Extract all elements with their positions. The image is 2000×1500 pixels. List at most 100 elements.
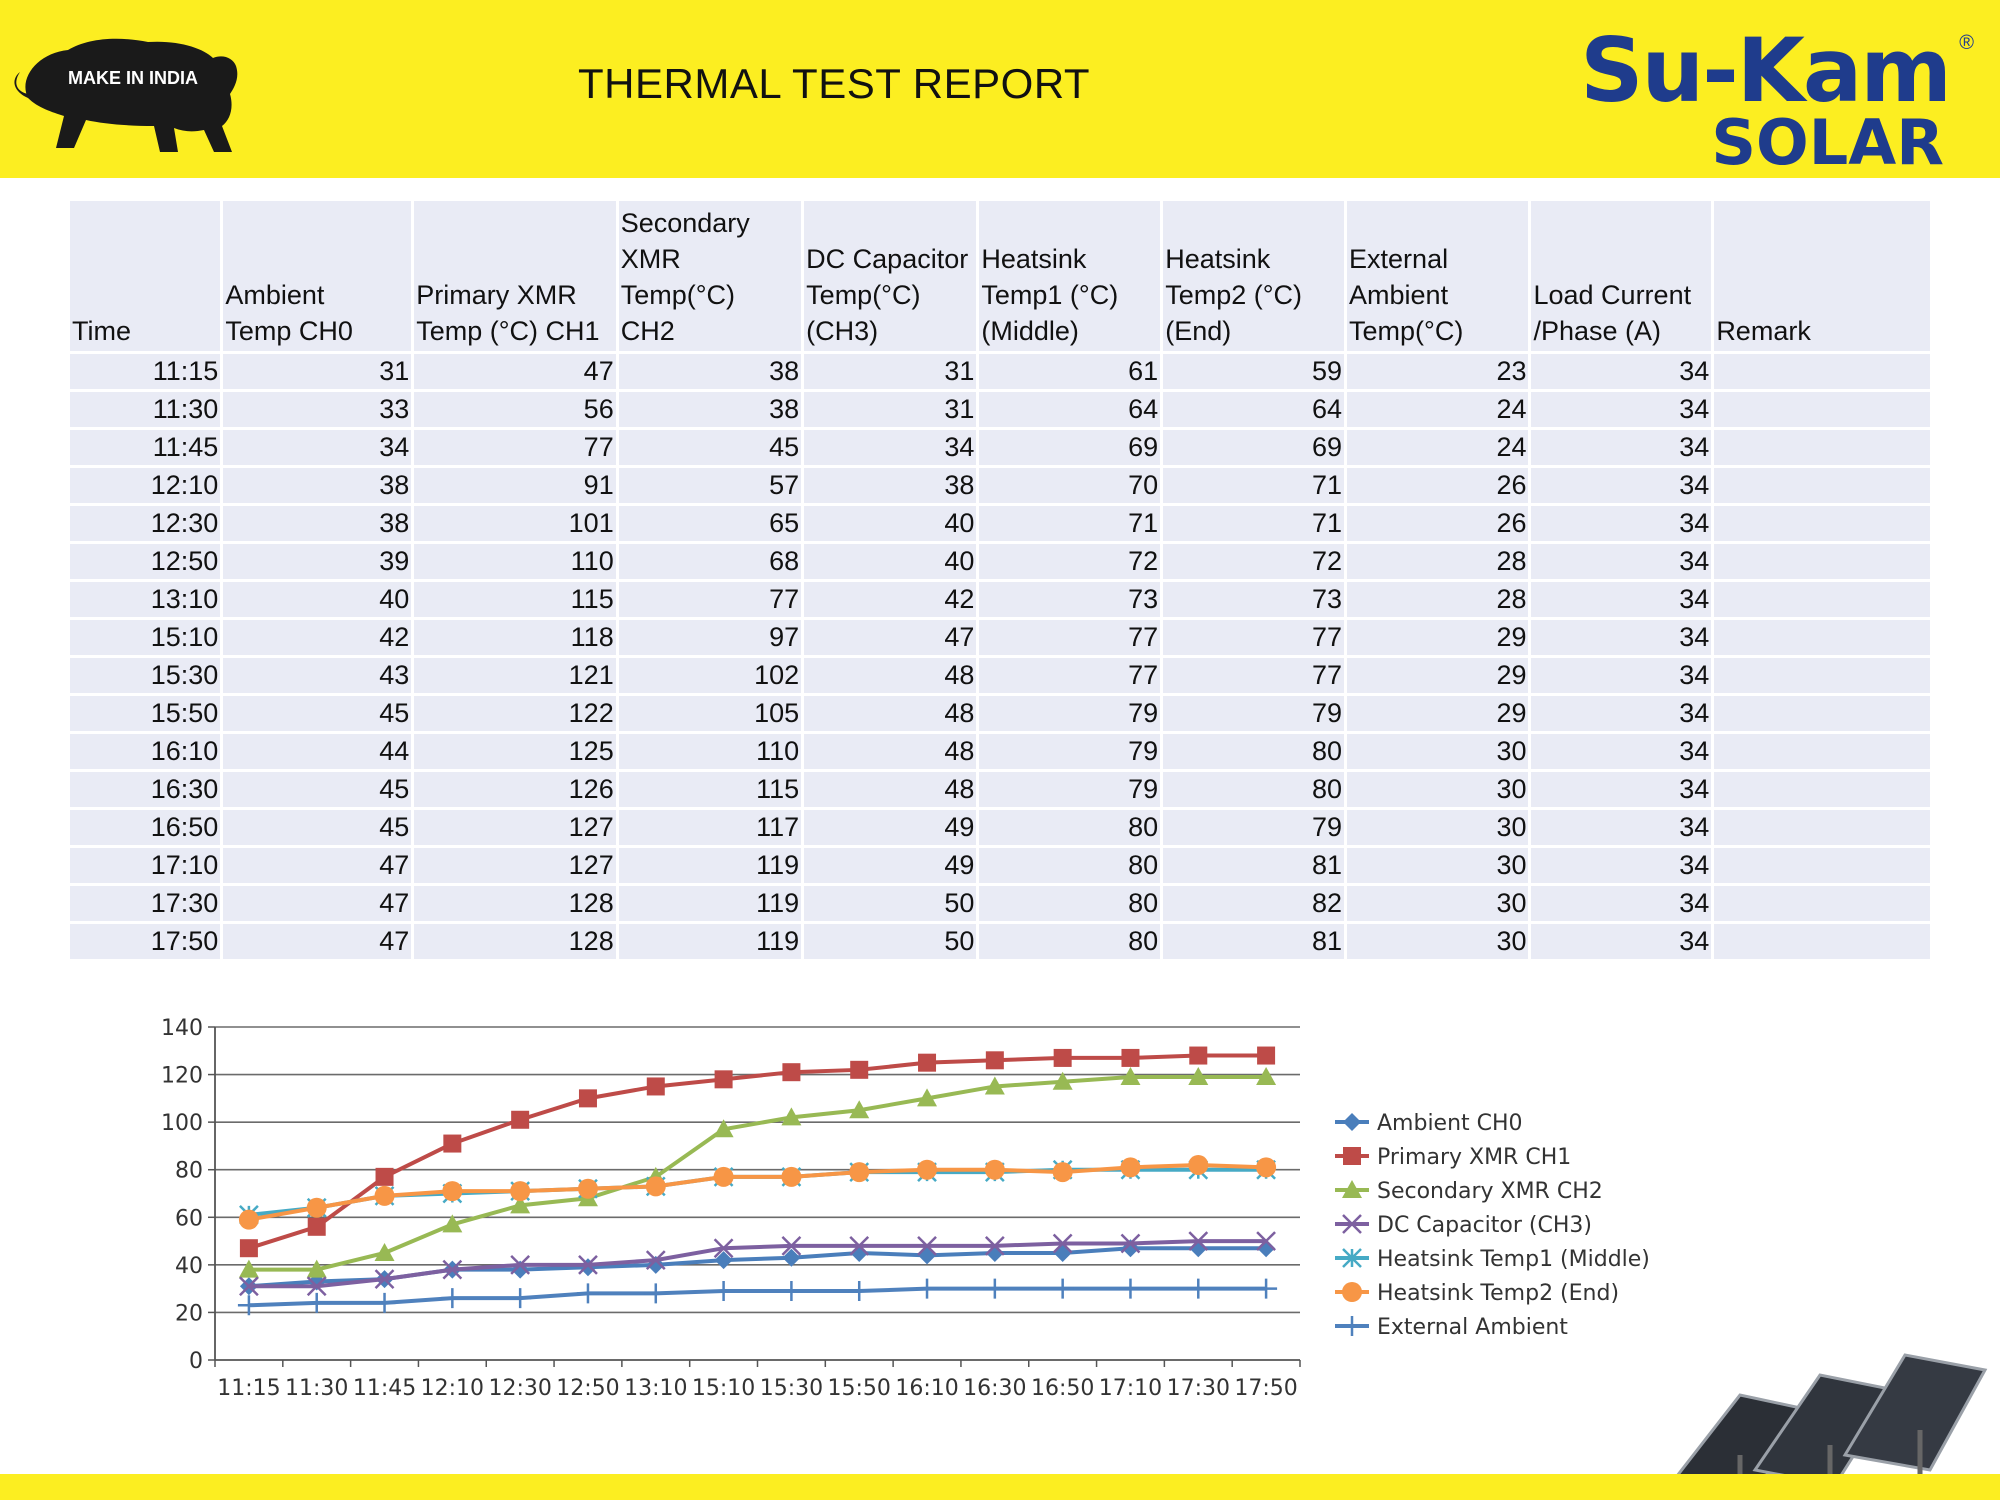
series-line (248, 1286, 1267, 1308)
data-point (1188, 1231, 1209, 1251)
y-tick-label: 60 (175, 1206, 203, 1231)
table-cell: 50 (804, 924, 977, 959)
data-point (306, 1197, 327, 1218)
table-cell: 47 (223, 848, 412, 883)
data-point (918, 1246, 937, 1265)
data-point (918, 1053, 937, 1072)
table-cell: 38 (223, 506, 412, 541)
data-point (510, 1195, 531, 1214)
table-cell: 70 (979, 468, 1161, 503)
table-cell: 71 (979, 506, 1161, 541)
table-cell: 34 (1531, 696, 1712, 731)
data-point (1052, 1233, 1073, 1254)
remark-cell (1714, 392, 1930, 427)
table-cell: 34 (1531, 620, 1712, 655)
table-cell: 119 (618, 924, 802, 959)
table-cell: 80 (1163, 772, 1345, 807)
x-tick-label: 12:50 (556, 1376, 619, 1401)
data-point (714, 1251, 733, 1270)
data-point (714, 1070, 733, 1089)
data-point (917, 1159, 938, 1180)
x-tick-label: 15:30 (760, 1376, 823, 1401)
table-row: 17:50 47 128 119 50 80 81 30 34 (70, 924, 1930, 959)
data-point (374, 1269, 395, 1290)
table-cell: 16:10 (70, 734, 221, 769)
table-row: 12:50 39 110 68 40 72 72 28 34 (70, 544, 1930, 579)
table-cell: 34 (1531, 734, 1712, 769)
header-band (0, 0, 2000, 178)
data-point (985, 1051, 1004, 1070)
table-cell: 71 (1163, 506, 1345, 541)
table-cell: 34 (1531, 468, 1712, 503)
page-title: THERMAL TEST REPORT (578, 60, 1091, 107)
solar-panels-image (1667, 1353, 1988, 1495)
table-cell: 79 (979, 696, 1161, 731)
table-cell: 80 (979, 810, 1161, 845)
data-point (511, 1110, 530, 1129)
data-point (1120, 1233, 1141, 1254)
make-in-india-logo: MAKE IN INDIA (14, 38, 238, 152)
table-cell: 29 (1347, 658, 1529, 693)
table-row: 15:30 43 121 102 48 77 77 29 34 (70, 658, 1930, 693)
data-point (442, 1181, 463, 1202)
series-line (248, 1239, 1267, 1289)
table-cell: 17:10 (70, 848, 221, 883)
table-cell: 12:10 (70, 468, 221, 503)
legend-label: Heatsink Temp2 (End) (1377, 1281, 1619, 1306)
table-cell: 15:30 (70, 658, 221, 693)
table-cell: 34 (1531, 658, 1712, 693)
table-header-row: Time Ambient Temp CH0 Primary XMR Temp (°C… (70, 201, 1930, 351)
remark-cell (1714, 696, 1930, 731)
y-tick-label: 0 (189, 1349, 203, 1374)
data-point (578, 1089, 597, 1108)
table-cell: 34 (1531, 848, 1712, 883)
data-point (576, 1283, 599, 1304)
table-cell: 77 (414, 430, 616, 465)
x-tick-label: 12:30 (488, 1376, 551, 1401)
data-point (1188, 1154, 1209, 1175)
x-tick-label: 15:50 (828, 1376, 891, 1401)
table-cell: 64 (1163, 392, 1345, 427)
table-cell: 48 (804, 734, 977, 769)
table-cell: 34 (223, 430, 412, 465)
column-header: Remark (1714, 201, 1930, 351)
table-cell: 23 (1347, 354, 1529, 389)
table-cell: 45 (618, 430, 802, 465)
table-cell: 34 (1531, 392, 1712, 427)
data-point (1053, 1243, 1072, 1262)
data-point (375, 1167, 394, 1186)
su-kam-solar-logo: Su-Kam ® SOLAR (1540, 16, 1980, 176)
table-cell: 34 (1531, 506, 1712, 541)
table-cell: 102 (618, 658, 802, 693)
data-point (849, 1235, 870, 1256)
table-cell: 65 (618, 506, 802, 541)
table-cell: 48 (804, 696, 977, 731)
table-cell: 49 (804, 810, 977, 845)
data-point (713, 1166, 734, 1187)
remark-cell (1714, 886, 1930, 921)
table-cell: 81 (1163, 924, 1345, 959)
column-header: Primary XMR Temp (°C) CH1 (414, 201, 616, 351)
data-point (1051, 1278, 1074, 1299)
table-cell: 38 (804, 468, 977, 503)
x-tick-label: 11:45 (353, 1376, 416, 1401)
x-tick-label: 17:30 (1167, 1376, 1230, 1401)
data-point (374, 1242, 395, 1261)
table-cell: 77 (618, 582, 802, 617)
table-cell: 38 (223, 468, 412, 503)
table-cell: 79 (979, 772, 1161, 807)
table-cell: 48 (804, 658, 977, 693)
table-cell: 28 (1347, 544, 1529, 579)
data-point (373, 1292, 396, 1313)
registered-mark: ® (1959, 32, 1974, 54)
table-cell: 11:30 (70, 392, 221, 427)
table-cell: 115 (414, 582, 616, 617)
remark-cell (1714, 620, 1930, 655)
data-point (916, 1278, 939, 1299)
data-point (780, 1281, 803, 1302)
table-cell: 110 (414, 544, 616, 579)
table-cell: 34 (1531, 886, 1712, 921)
data-point (577, 1178, 598, 1199)
data-point (645, 1176, 666, 1197)
data-point (441, 1288, 464, 1309)
